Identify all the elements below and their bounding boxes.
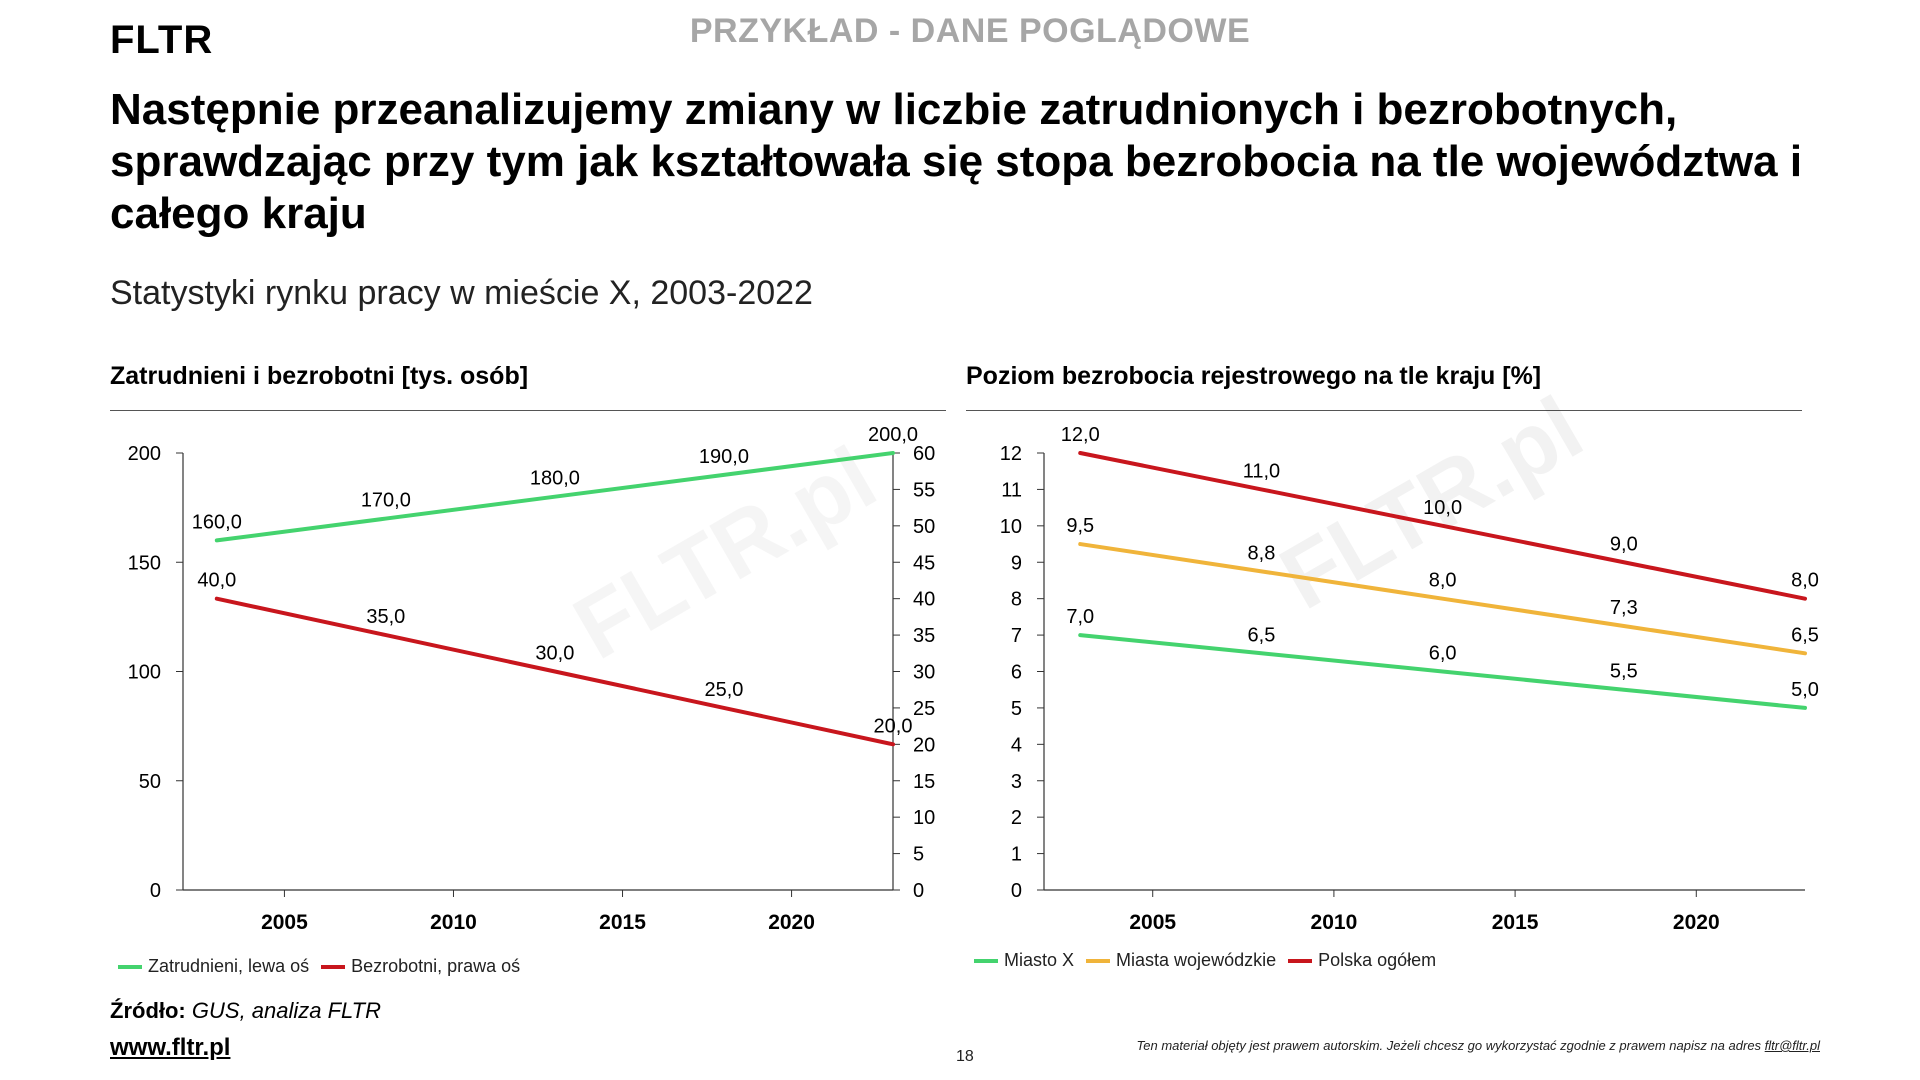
y-tick-label: 1: [1011, 844, 1022, 866]
legend-item-city-x: Miasto X: [974, 950, 1074, 971]
data-label: 8,8: [1248, 542, 1276, 564]
data-label: 35,0: [366, 606, 405, 628]
data-label: 12,0: [1061, 424, 1100, 446]
y-tick-label: 200: [128, 443, 161, 465]
y-tick-label-right: 55: [913, 479, 935, 501]
copyright-email-link[interactable]: fltr@fltr.pl: [1764, 1038, 1820, 1053]
data-label: 7,3: [1610, 597, 1638, 619]
x-tick-label: 2015: [599, 911, 646, 934]
data-label: 160,0: [192, 511, 242, 533]
legend-label: Miasto X: [1004, 950, 1075, 970]
data-label: 5,5: [1610, 661, 1638, 683]
legend-item-unemployed: Bezrobotni, prawa oś: [321, 956, 520, 977]
data-label: 170,0: [361, 490, 411, 512]
y-tick-label: 3: [1011, 771, 1022, 793]
x-tick-label: 2020: [768, 911, 815, 934]
data-label: 6,5: [1248, 624, 1276, 646]
y-tick-label-right: 50: [913, 516, 935, 538]
x-tick-label: 2005: [1129, 911, 1176, 934]
sample-data-banner: PRZYKŁAD - DANE POGLĄDOWE: [689, 12, 1251, 50]
y-tick-label-right: 45: [913, 552, 935, 574]
left-chart-legend: Zatrudnieni, lewa oś Bezrobotni, prawa o…: [118, 956, 532, 977]
legend-item-poland-total: Polska ogółem: [1288, 950, 1436, 971]
y-tick-label: 12: [1000, 443, 1022, 465]
data-label: 9,0: [1610, 533, 1638, 555]
legend-item-employed: Zatrudnieni, lewa oś: [118, 956, 309, 977]
data-label: 5,0: [1791, 679, 1819, 701]
data-label: 180,0: [530, 468, 580, 490]
y-tick-label: 9: [1011, 552, 1022, 574]
copyright-note: Ten materiał objęty jest prawem autorski…: [1137, 1038, 1820, 1053]
y-tick-label: 8: [1011, 589, 1022, 611]
y-tick-label: 6: [1011, 662, 1022, 684]
legend-swatch: [1288, 958, 1313, 963]
legend-label: Miasta wojewódzkie: [1116, 950, 1277, 970]
data-label: 11,0: [1243, 460, 1280, 482]
x-tick-label: 2010: [1311, 911, 1358, 934]
data-label: 190,0: [699, 446, 749, 468]
data-label: 10,0: [1423, 497, 1462, 519]
y-tick-label: 0: [1011, 880, 1022, 902]
legend-item-voivodeship-cities: Miasta wojewódzkie: [1086, 950, 1276, 971]
legend-swatch: [974, 958, 998, 963]
y-tick-label: 150: [128, 552, 161, 574]
source-note: Źródło: GUS, analiza FLTR: [110, 998, 381, 1024]
legend-swatch: [321, 964, 346, 969]
y-tick-label: 7: [1011, 625, 1022, 647]
legend-label: Bezrobotni, prawa oś: [351, 956, 521, 976]
data-label: 40,0: [197, 570, 236, 592]
y-tick-label-right: 25: [913, 698, 935, 720]
x-tick-label: 2005: [261, 911, 308, 934]
y-tick-label: 10: [1000, 516, 1022, 538]
y-tick-label-right: 15: [913, 771, 935, 793]
y-tick-label-right: 10: [913, 807, 935, 829]
right-chart-divider: [966, 410, 1802, 411]
y-tick-label-right: 40: [913, 589, 935, 611]
data-label: 25,0: [704, 679, 743, 701]
left-chart-title: Zatrudnieni i bezrobotni [tys. osób]: [110, 362, 529, 390]
copyright-text: Ten materiał objęty jest prawem autorski…: [1136, 1038, 1765, 1053]
source-value: GUS, analiza FLTR: [191, 998, 381, 1023]
x-tick-label: 2015: [1492, 911, 1539, 934]
source-label: Źródło:: [110, 998, 186, 1023]
y-tick-label-right: 35: [913, 625, 935, 647]
x-tick-label: 2020: [1673, 911, 1720, 934]
y-tick-label-right: 0: [913, 880, 924, 902]
y-tick-label: 5: [1011, 698, 1022, 720]
y-tick-label: 100: [128, 662, 161, 684]
y-tick-label-right: 5: [913, 844, 924, 866]
y-tick-label-right: 20: [913, 734, 935, 756]
y-tick-label-right: 60: [913, 443, 935, 465]
y-tick-label-right: 30: [913, 662, 935, 684]
y-tick-label: 0: [150, 880, 161, 902]
data-label: 8,0: [1429, 570, 1457, 592]
data-label: 9,5: [1066, 515, 1094, 537]
fltr-logo: FLTR: [110, 18, 214, 62]
data-label: 30,0: [535, 643, 574, 665]
legend-label: Polska ogółem: [1318, 950, 1437, 970]
legend-label: Zatrudnieni, lewa oś: [148, 956, 310, 976]
data-label: 20,0: [874, 715, 913, 737]
page-headline: Następnie przeanalizujemy zmiany w liczb…: [110, 85, 1803, 238]
legend-swatch: [118, 964, 142, 969]
legend-swatch: [1086, 958, 1111, 963]
data-label: 6,5: [1791, 624, 1819, 646]
y-tick-label: 4: [1011, 734, 1022, 756]
data-label: 200,0: [868, 424, 918, 446]
website-link[interactable]: www.fltr.pl: [110, 1034, 231, 1061]
left-chart-divider: [110, 410, 946, 411]
y-tick-label: 11: [1001, 479, 1022, 501]
data-label: 8,0: [1791, 570, 1819, 592]
data-label: 7,0: [1066, 606, 1094, 628]
page-number: 18: [956, 1048, 974, 1065]
page-subtitle: Statystyki rynku pracy w mieście X, 2003…: [110, 274, 813, 312]
data-label: 6,0: [1429, 643, 1457, 665]
y-tick-label: 2: [1011, 807, 1022, 829]
right-chart-legend: Miasto X Miasta wojewódzkie Polska ogółe…: [974, 950, 1448, 971]
x-tick-label: 2010: [430, 911, 477, 934]
y-tick-label: 50: [139, 771, 161, 793]
right-chart-title: Poziom bezrobocia rejestrowego na tle kr…: [966, 362, 1542, 390]
